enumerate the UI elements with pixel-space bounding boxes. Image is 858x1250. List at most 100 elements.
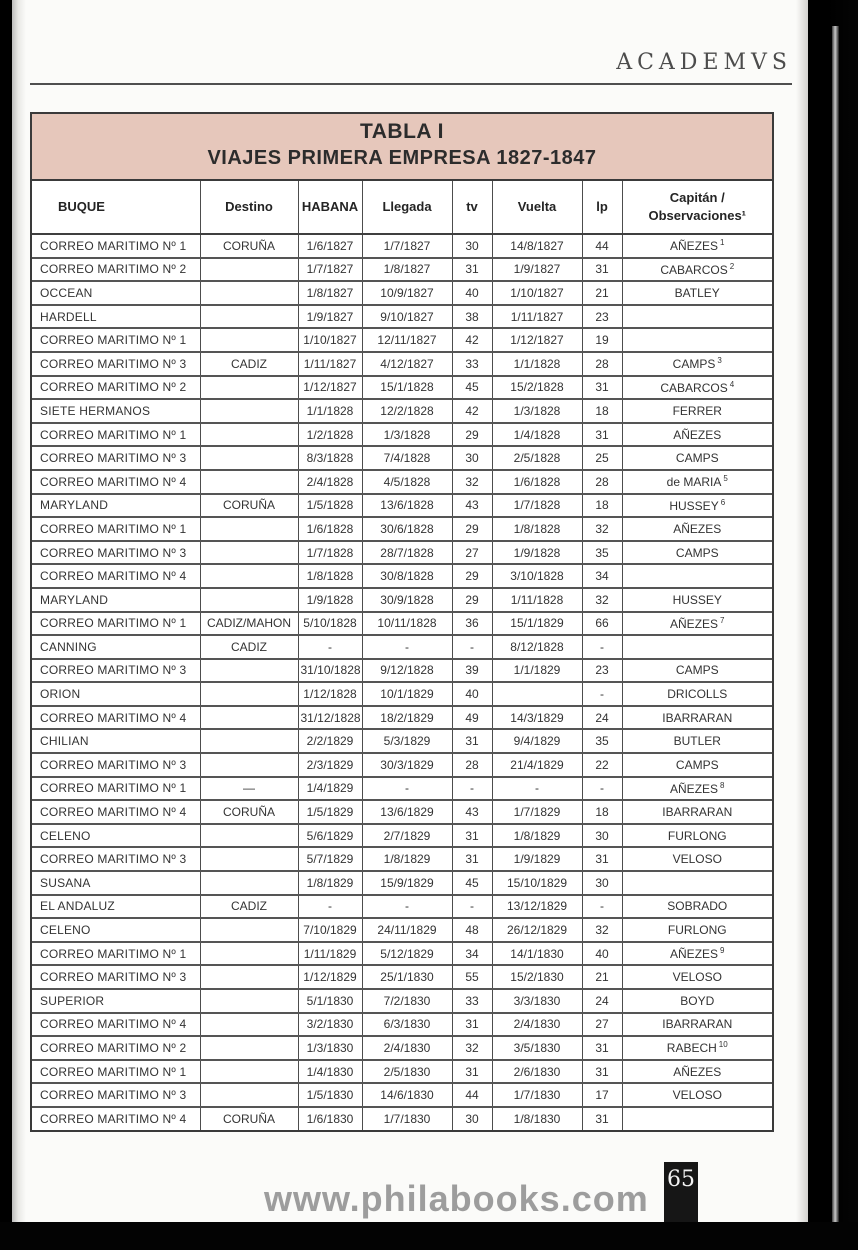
cell-destino	[199, 1011, 298, 1037]
cell-destino	[199, 445, 298, 470]
table-row: CORREO MARITIMO Nº 1 CORUÑA 1/6/1827 1/7/18…	[32, 234, 772, 258]
col-header-destino: Destino	[199, 181, 298, 235]
cell-lp: 31	[581, 421, 622, 447]
cell-vuelta: 1/6/1828	[491, 468, 582, 494]
cell-habana: 1/6/1828	[297, 516, 362, 541]
cell-destino	[199, 256, 298, 282]
cell-habana: 1/10/1827	[297, 327, 362, 352]
cell-llegada: -	[361, 893, 452, 919]
cell-capitan: BOYD	[621, 988, 772, 1013]
cell-lp: 31	[581, 374, 622, 400]
cell-tv: 33	[451, 350, 492, 376]
cell-capitan: DRICOLLS	[621, 681, 772, 706]
page-number-box: 65	[664, 1162, 698, 1226]
cell-lp: 35	[581, 728, 622, 754]
cell-tv: 43	[451, 492, 492, 518]
cell-tv: 42	[451, 398, 492, 423]
cell-capitan	[621, 634, 772, 659]
cell-capitan: RABECH 10	[621, 1035, 772, 1060]
cell-lp: -	[581, 775, 622, 801]
cell-capitan: BUTLER	[621, 728, 772, 754]
cell-vuelta: 15/1/1829	[491, 610, 582, 636]
cell-lp: 40	[581, 940, 622, 966]
cell-destino	[199, 586, 298, 612]
table-row: CORREO MARITIMO Nº 1 1/6/1828 30/6/1828 29 1…	[32, 516, 772, 541]
cell-tv: 45	[451, 374, 492, 400]
cell-habana: 1/12/1827	[297, 374, 362, 400]
table-row: CHILIAN 2/2/1829 5/3/1829 31 9/4/1829 35 BUTLE…	[32, 728, 772, 754]
cell-vuelta: 3/3/1830	[491, 988, 582, 1013]
cell-destino	[199, 870, 298, 895]
cell-destino: —	[199, 775, 298, 801]
cell-habana: 1/5/1829	[297, 799, 362, 824]
voyages-table: BUQUE Destino HABANA Llegada tv Vuelta l…	[32, 181, 772, 1130]
cell-tv: 33	[451, 988, 492, 1013]
cell-destino	[199, 468, 298, 494]
col-header-capitan: Capitán / Observaciones¹	[621, 181, 772, 235]
cell-buque: CANNING	[32, 634, 200, 659]
scan-edge-highlight	[832, 26, 839, 1250]
cell-tv: 32	[451, 1035, 492, 1060]
cell-lp: 32	[581, 516, 622, 541]
cell-tv: 42	[451, 327, 492, 352]
cell-destino	[199, 964, 298, 989]
cell-destino: CORUÑA	[199, 492, 298, 518]
cell-vuelta: 2/6/1830	[491, 1058, 582, 1084]
cell-buque: CORREO MARITIMO Nº 3	[32, 445, 200, 470]
table-row: CORREO MARITIMO Nº 4 CORUÑA 1/6/1830 1/7/18…	[32, 1105, 772, 1130]
cell-destino	[199, 822, 298, 848]
cell-lp: 44	[581, 234, 622, 258]
cell-tv: 43	[451, 799, 492, 824]
cell-destino	[199, 917, 298, 942]
cell-vuelta: 1/1/1829	[491, 657, 582, 683]
watermark: www.philabooks.com	[264, 1178, 649, 1219]
cell-tv: 48	[451, 917, 492, 942]
cell-llegada: 2/7/1829	[361, 822, 452, 848]
cell-habana: 1/9/1828	[297, 586, 362, 612]
cell-lp: -	[581, 893, 622, 919]
cell-lp: 18	[581, 492, 622, 518]
cell-vuelta: 3/5/1830	[491, 1035, 582, 1060]
cell-habana: 2/3/1829	[297, 752, 362, 777]
cell-capitan: AÑEZES 9	[621, 940, 772, 966]
cell-buque: MARYLAND	[32, 586, 200, 612]
cell-lp: -	[581, 634, 622, 659]
table-header: BUQUE Destino HABANA Llegada tv Vuelta l…	[32, 181, 772, 235]
cell-lp: 18	[581, 799, 622, 824]
cell-lp: 28	[581, 468, 622, 494]
cell-llegada: 9/10/1827	[361, 303, 452, 329]
table-row: CORREO MARITIMO Nº 2 1/12/1827 15/1/1828 45…	[32, 374, 772, 400]
cell-llegada: 1/7/1827	[361, 234, 452, 258]
cell-lp: 34	[581, 563, 622, 588]
cell-destino: CORUÑA	[199, 799, 298, 824]
cell-destino	[199, 988, 298, 1013]
cell-habana: 1/9/1827	[297, 303, 362, 329]
cell-vuelta: 1/8/1828	[491, 516, 582, 541]
table-row: CORREO MARITIMO Nº 3 1/7/1828 28/7/1828 27 1…	[32, 539, 772, 565]
cell-vuelta: 15/2/1828	[491, 374, 582, 400]
table-row: CORREO MARITIMO Nº 4 31/12/1828 18/2/1829 4…	[32, 704, 772, 730]
cell-destino	[199, 374, 298, 400]
cell-llegada: 5/3/1829	[361, 728, 452, 754]
cell-buque: ORION	[32, 681, 200, 706]
cell-habana: 1/3/1830	[297, 1035, 362, 1060]
cell-vuelta: 14/1/1830	[491, 940, 582, 966]
cell-buque: CORREO MARITIMO Nº 2	[32, 374, 200, 400]
cell-vuelta: 1/11/1827	[491, 303, 582, 329]
cell-tv: 31	[451, 1058, 492, 1084]
cell-capitan: AÑEZES	[621, 516, 772, 541]
cell-vuelta: 15/2/1830	[491, 964, 582, 989]
cell-capitan: IBARRARAN	[621, 704, 772, 730]
cell-habana: 1/6/1827	[297, 234, 362, 258]
cell-capitan: CAMPS 3	[621, 350, 772, 376]
cell-tv: 30	[451, 1105, 492, 1130]
cell-tv: 31	[451, 846, 492, 872]
cell-capitan: CABARCOS 4	[621, 374, 772, 400]
cell-destino	[199, 303, 298, 329]
cell-buque: CELENO	[32, 917, 200, 942]
cell-tv: 38	[451, 303, 492, 329]
col-header-tv: tv	[451, 181, 492, 235]
col-header-lp: lp	[581, 181, 622, 235]
cell-vuelta: 1/11/1828	[491, 586, 582, 612]
cell-lp: -	[581, 681, 622, 706]
